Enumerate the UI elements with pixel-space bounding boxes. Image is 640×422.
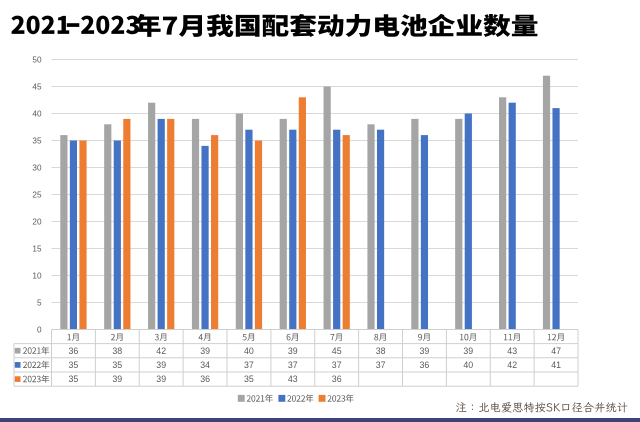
svg-text:36: 36 [69,346,79,356]
svg-text:38: 38 [376,346,386,356]
svg-text:43: 43 [507,346,517,356]
svg-text:5: 5 [37,299,42,308]
svg-text:43: 43 [288,374,298,384]
svg-text:39: 39 [156,360,166,370]
svg-text:37: 37 [244,360,254,370]
svg-text:36: 36 [200,374,210,384]
svg-text:42: 42 [156,346,166,356]
svg-text:20: 20 [32,218,42,227]
svg-text:10: 10 [32,272,42,281]
svg-text:37: 37 [376,360,386,370]
svg-text:40: 40 [244,346,254,356]
svg-text:30: 30 [32,164,42,173]
svg-text:50: 50 [32,56,42,65]
svg-text:39: 39 [200,346,210,356]
svg-text:42: 42 [507,360,517,370]
svg-text:39: 39 [112,374,122,384]
svg-text:37: 37 [332,360,342,370]
svg-text:40: 40 [32,110,42,119]
svg-text:35: 35 [112,360,122,370]
svg-text:39: 39 [156,374,166,384]
svg-text:39: 39 [463,346,473,356]
svg-text:41: 41 [551,360,561,370]
svg-text:36: 36 [332,374,342,384]
svg-text:45: 45 [332,346,342,356]
svg-text:35: 35 [69,360,79,370]
svg-text:37: 37 [288,360,298,370]
svg-text:35: 35 [32,137,42,146]
svg-text:35: 35 [69,374,79,384]
svg-text:39: 39 [288,346,298,356]
svg-text:39: 39 [420,346,430,356]
svg-text:36: 36 [420,360,430,370]
svg-text:47: 47 [551,346,561,356]
svg-text:25: 25 [32,191,42,200]
svg-text:45: 45 [32,83,42,92]
svg-text:40: 40 [463,360,473,370]
svg-text:38: 38 [112,346,122,356]
svg-text:35: 35 [244,374,254,384]
svg-text:0: 0 [37,326,42,335]
svg-text:15: 15 [32,245,42,254]
svg-text:34: 34 [200,360,210,370]
